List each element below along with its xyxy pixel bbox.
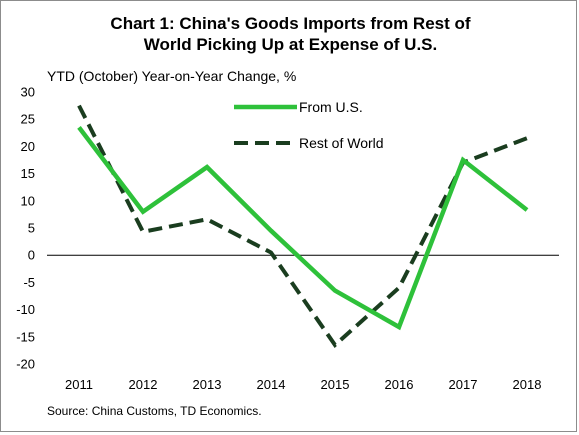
x-tick-label: 2018 xyxy=(513,377,542,392)
legend-entry-rest-of-world: Rest of World xyxy=(234,135,384,151)
y-axis-ticks: 30 25 20 15 10 5 0 -5 -10 -15 -20 xyxy=(16,85,35,372)
y-tick-label: 5 xyxy=(28,221,35,236)
x-tick-label: 2015 xyxy=(321,377,350,392)
legend: From U.S. Rest of World xyxy=(234,99,384,151)
x-tick-label: 2017 xyxy=(449,377,478,392)
y-tick-label: -20 xyxy=(16,357,35,372)
y-tick-label: 20 xyxy=(21,139,35,154)
x-tick-label: 2011 xyxy=(65,377,93,392)
y-tick-label: 10 xyxy=(21,193,35,208)
series-line-from-us xyxy=(79,127,527,327)
legend-label: Rest of World xyxy=(299,135,384,151)
x-tick-label: 2012 xyxy=(129,377,158,392)
y-tick-label: -15 xyxy=(16,329,35,344)
x-tick-label: 2014 xyxy=(257,377,286,392)
x-tick-label: 2013 xyxy=(193,377,222,392)
y-tick-label: -10 xyxy=(16,302,35,317)
x-axis-ticks: 2011 2012 2013 2014 2015 2016 2017 2018 xyxy=(65,377,541,392)
y-tick-label: 0 xyxy=(28,248,35,263)
x-tick-label: 2016 xyxy=(385,377,414,392)
y-tick-label: -5 xyxy=(23,275,35,290)
legend-label: From U.S. xyxy=(299,99,363,115)
y-tick-label: 15 xyxy=(21,166,35,181)
y-tick-label: 25 xyxy=(21,112,35,127)
legend-entry-from-us: From U.S. xyxy=(234,99,363,115)
source-note: Source: China Customs, TD Economics. xyxy=(47,404,262,418)
y-tick-label: 30 xyxy=(21,85,35,100)
